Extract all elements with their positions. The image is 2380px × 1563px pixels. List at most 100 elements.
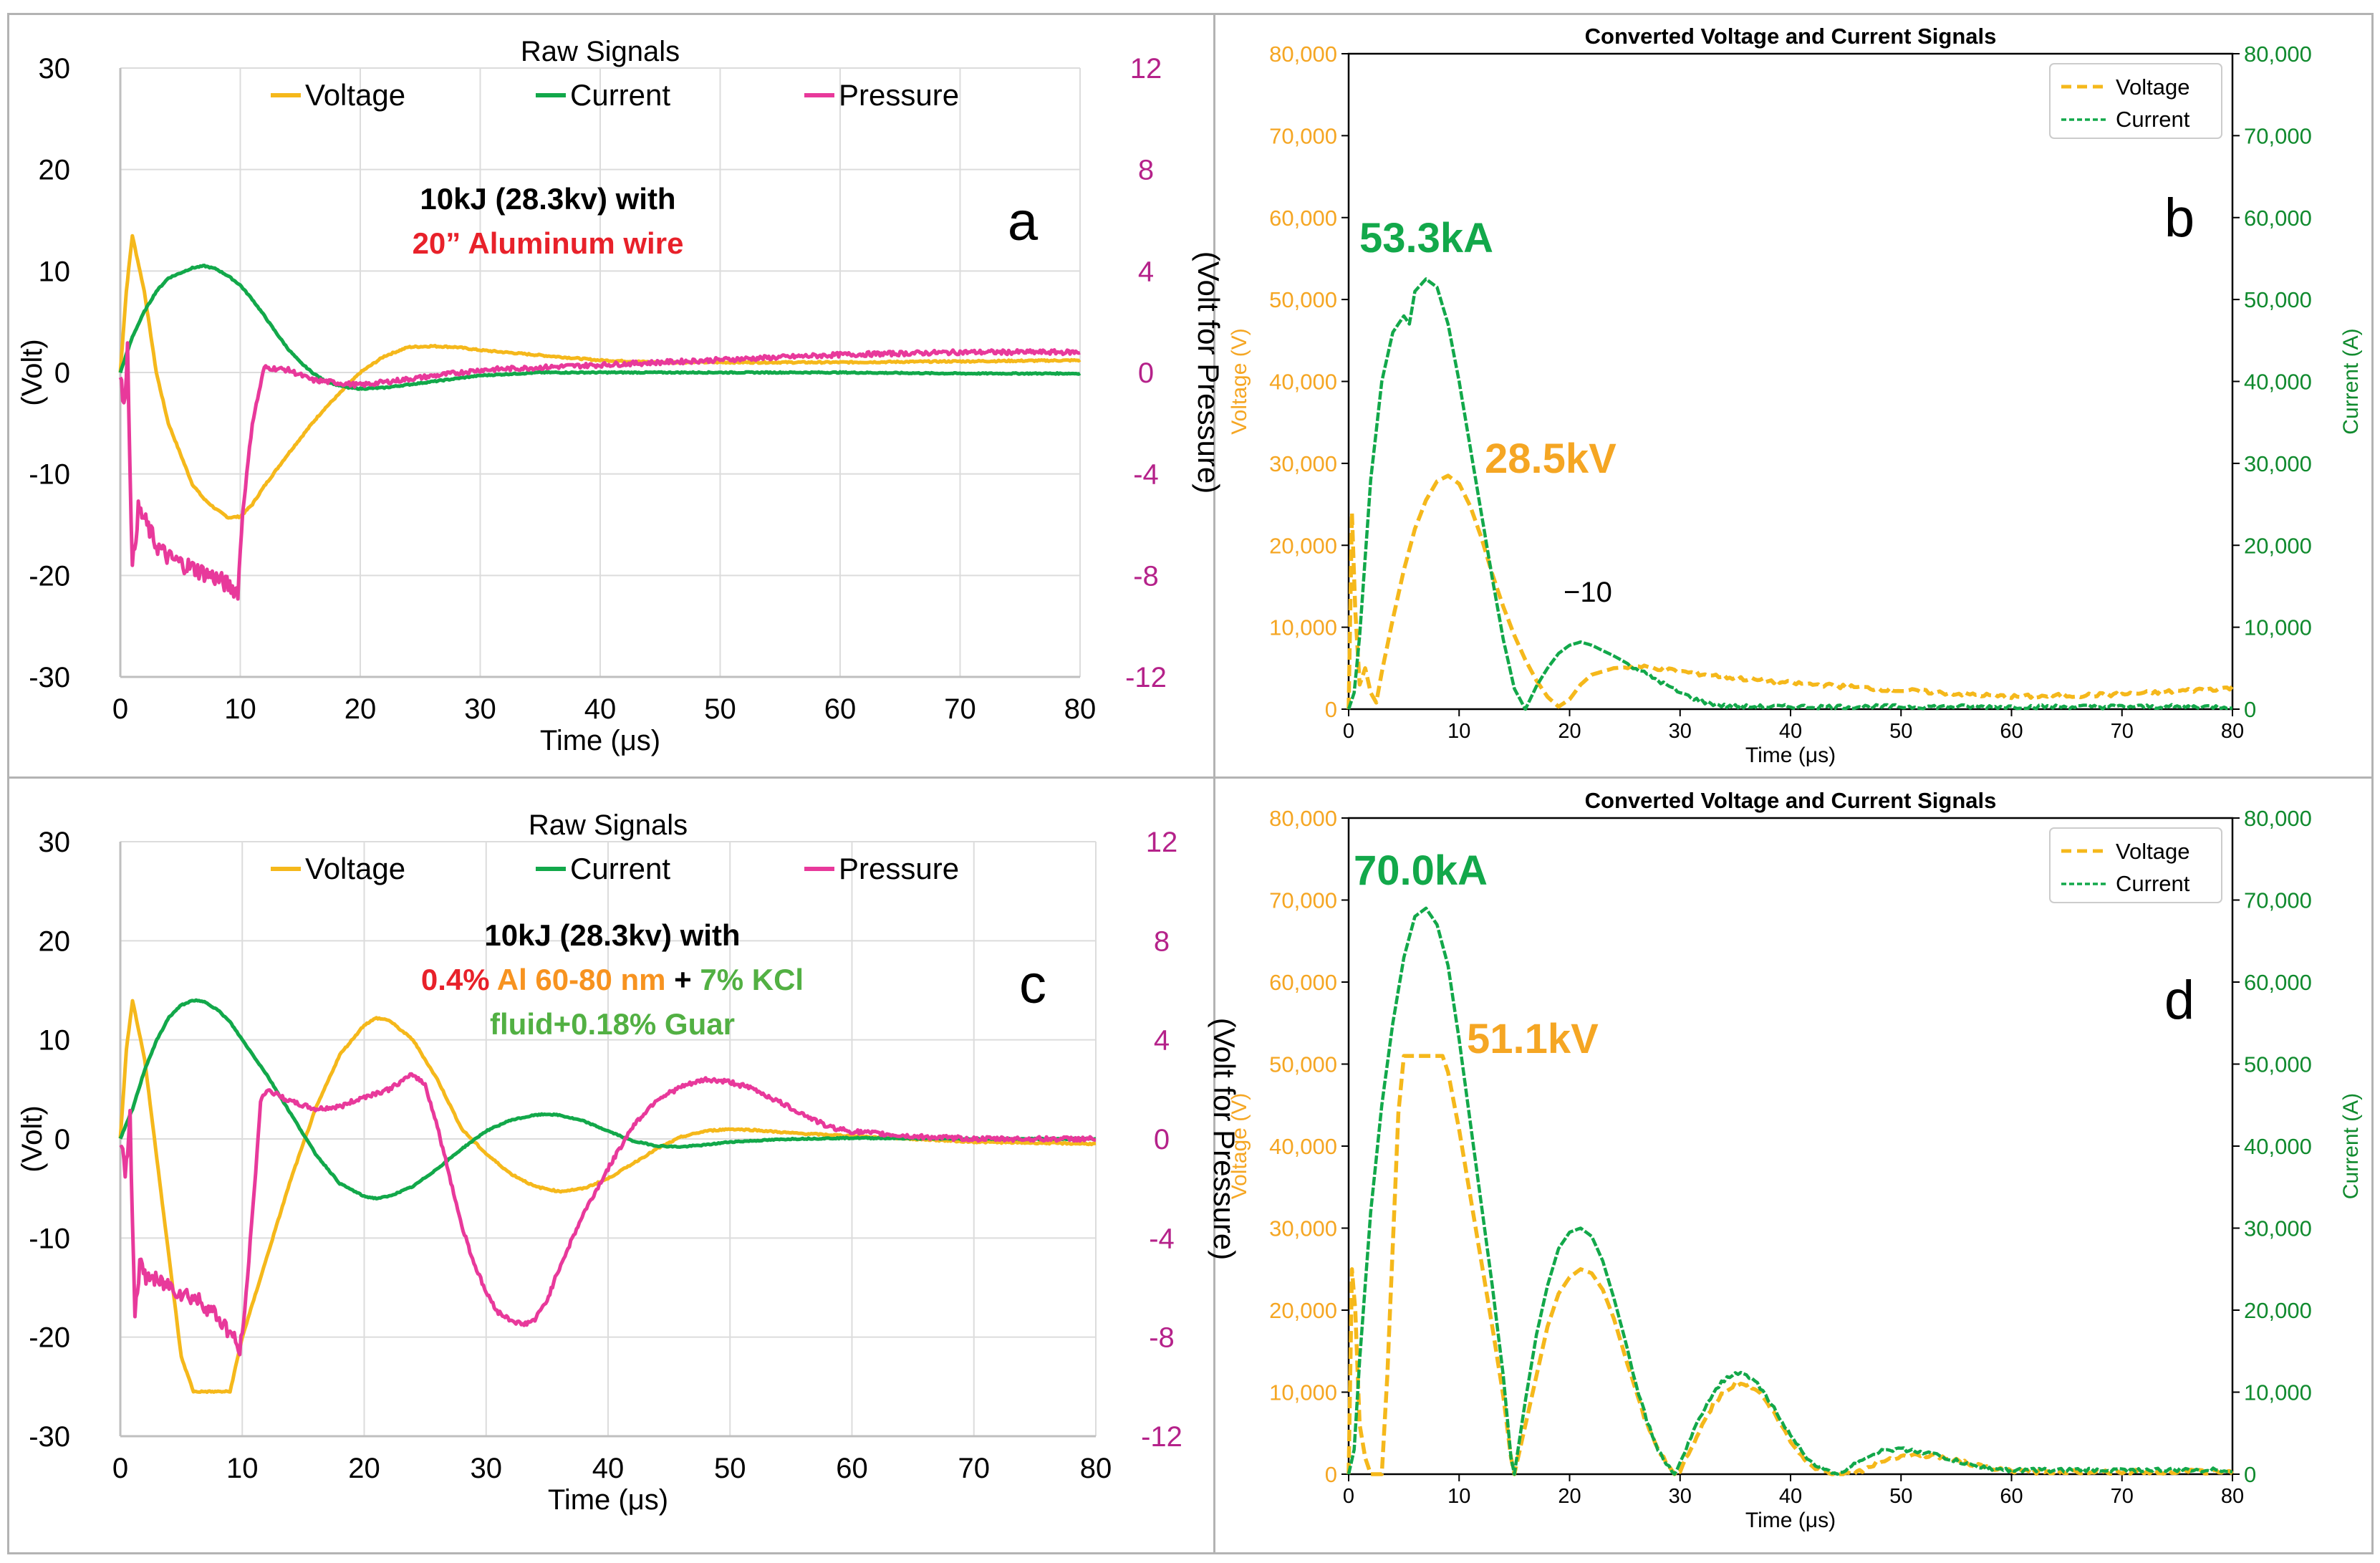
x-tick-label: 0 [1343, 720, 1354, 743]
x-tick-label: 10 [226, 1453, 259, 1484]
y2-axis-label: (Volt for Pressure) [1192, 251, 1225, 494]
y-tick-label: 70,000 [1269, 123, 1337, 148]
panel-letter: d [2164, 970, 2194, 1031]
series-line-pressure [118, 341, 1081, 601]
x-axis-label: Time (μs) [548, 1484, 668, 1516]
y-tick-label: -30 [29, 1421, 70, 1453]
legend-label-current: Current [2116, 871, 2190, 896]
y2-tick-label: 40,000 [2244, 370, 2312, 395]
y2-tick-label: 60,000 [2244, 206, 2312, 231]
y-tick-label: -10 [29, 1223, 70, 1254]
legend-label-current: Current [2116, 107, 2190, 132]
y2-tick-label: 12 [1146, 827, 1178, 858]
y-tick-label: 0 [54, 1124, 70, 1155]
y-tick-label: 50,000 [1269, 287, 1337, 312]
y2-tick-label: 12 [1130, 53, 1162, 85]
x-tick-label: 30 [1669, 720, 1692, 743]
annotation-line: 20” Aluminum wire [413, 226, 684, 260]
annotation-segment: 10kJ (28.3kv) with [484, 918, 740, 952]
series-line-voltage [1346, 1054, 2234, 1476]
y2-tick-label: 80,000 [2244, 806, 2312, 831]
y2-tick-label: 70,000 [2244, 123, 2312, 148]
y-tick-label: 50,000 [1269, 1052, 1337, 1077]
legend-label-voltage: Voltage [305, 78, 405, 112]
annotation-segment: 0.4% [421, 963, 490, 996]
chart-title: Raw Signals [521, 36, 680, 67]
x-tick-label: 70 [2111, 720, 2134, 743]
y-axis-label: (Volt) [16, 339, 48, 405]
y-tick-label: 30,000 [1269, 451, 1337, 476]
panel-b [1213, 13, 2374, 779]
series-line-current [118, 264, 1081, 391]
x-tick-label: 80 [2221, 720, 2244, 743]
y-tick-label: 10 [39, 1025, 71, 1057]
x-tick-label: 70 [958, 1453, 991, 1484]
x-tick-label: 50 [704, 693, 736, 725]
series-line-voltage [1346, 473, 2235, 710]
annotation-segment: 10kJ (28.3kv) with [420, 182, 675, 216]
y-axis-label: (Volt) [16, 1105, 48, 1172]
y2-tick-label: -4 [1149, 1223, 1175, 1254]
y2-axis-label: (Volt for Pressure) [1208, 1018, 1241, 1260]
x-tick-label: 80 [2221, 1485, 2244, 1508]
annotation-line: fluid+0.18% Guar [490, 1007, 735, 1041]
y2-tick-label: -12 [1125, 662, 1167, 693]
y-tick-label: 20 [39, 155, 71, 186]
panel-letter: a [1008, 191, 1039, 252]
x-tick-label: 10 [1447, 720, 1470, 743]
x-tick-label: 10 [224, 693, 256, 725]
y2-tick-label: 0 [1138, 357, 1154, 389]
series-line-voltage [118, 234, 1081, 520]
y-tick-label: 60,000 [1269, 970, 1337, 995]
y2-tick-label: 0 [2244, 1462, 2256, 1487]
y2-tick-label: 0 [1154, 1124, 1170, 1155]
y2-tick-label: 4 [1138, 256, 1154, 287]
annotation-segment: 20” Aluminum wire [413, 226, 684, 260]
legend-label-current: Current [570, 852, 670, 885]
series-line-current [1346, 277, 2233, 711]
y2-tick-label: -4 [1133, 459, 1159, 491]
chart-title: Raw Signals [529, 809, 688, 841]
annotation-line: 10kJ (28.3kv) with [484, 918, 740, 952]
legend-label-voltage: Voltage [2116, 74, 2189, 100]
x-tick-label: 40 [1779, 1485, 1802, 1508]
series-line-pressure [119, 1072, 1097, 1357]
y2-tick-label: 4 [1154, 1025, 1170, 1057]
plot-frame [1347, 52, 2234, 711]
legend-label-voltage: Voltage [2116, 839, 2189, 864]
x-tick-label: 10 [1447, 1485, 1470, 1508]
annotation-segment: 7% KCl [700, 963, 804, 996]
y-tick-label: -20 [29, 1322, 70, 1354]
x-tick-label: 80 [1064, 693, 1097, 725]
y2-tick-label: 8 [1154, 925, 1170, 957]
y-tick-label: 20 [39, 925, 71, 957]
x-tick-label: 70 [2111, 1485, 2134, 1508]
annotation-note: −10 [1564, 577, 1612, 608]
y-tick-label: 70,000 [1269, 888, 1337, 913]
y-tick-label: -20 [29, 560, 70, 592]
annotation-peak-current: 70.0kA [1354, 847, 1488, 894]
y2-tick-label: 30,000 [2244, 451, 2312, 476]
y-tick-label: 10 [39, 256, 71, 287]
y-tick-label: -10 [29, 459, 70, 491]
x-tick-label: 60 [836, 1453, 868, 1484]
panel-a [7, 13, 1216, 779]
annotation-line: 0.4% Al 60-80 nm + 7% KCl [421, 963, 804, 996]
x-tick-label: 20 [345, 693, 377, 725]
x-tick-label: 30 [464, 693, 496, 725]
x-tick-label: 20 [1558, 720, 1581, 743]
x-tick-label: 0 [112, 693, 128, 725]
x-tick-label: 50 [1889, 720, 1912, 743]
y2-tick-label: -8 [1149, 1322, 1175, 1354]
chart-title: Converted Voltage and Current Signals [1585, 24, 1997, 49]
x-tick-label: 80 [1080, 1453, 1112, 1484]
y-tick-label: 40,000 [1269, 1134, 1337, 1159]
y-tick-label: 0 [54, 357, 70, 389]
y-axis-label: Voltage (V) [1228, 328, 1251, 434]
y-tick-label: 30 [39, 827, 71, 858]
y-tick-label: 40,000 [1269, 370, 1337, 395]
x-axis-label: Time (μs) [1745, 744, 1836, 767]
annotation-peak-voltage: 28.5kV [1485, 436, 1617, 482]
y2-tick-label: 10,000 [2244, 1380, 2312, 1405]
y-tick-label: 20,000 [1269, 533, 1337, 558]
